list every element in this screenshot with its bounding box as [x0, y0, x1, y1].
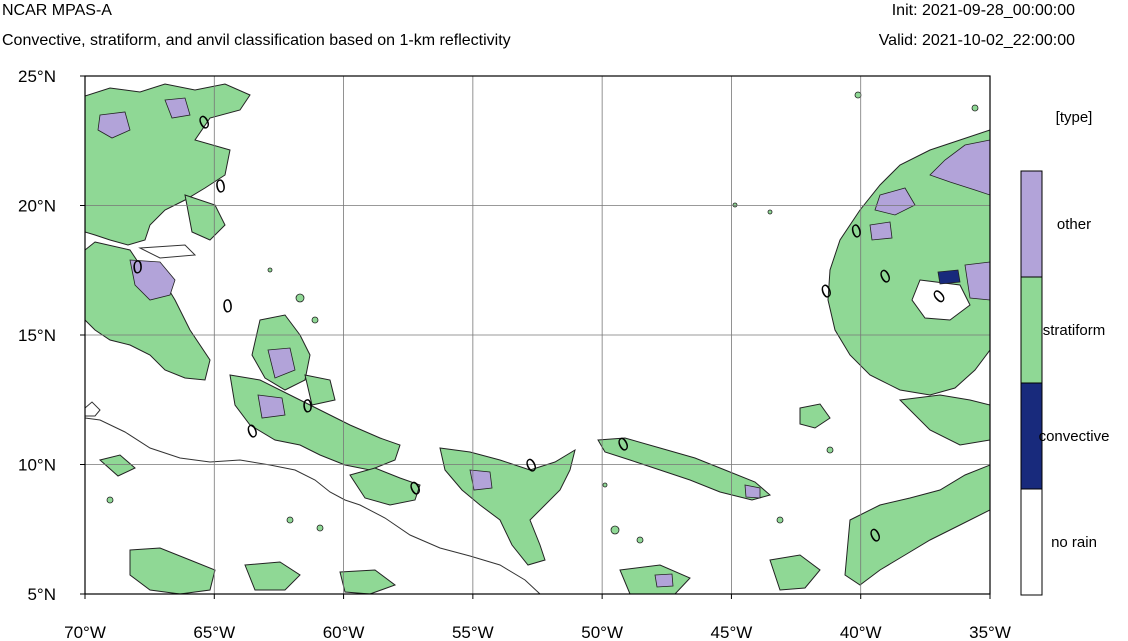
- island-coastline: [85, 401, 101, 417]
- longitude-axis: 70°W 65°W 60°W 55°W 50°W 45°W 40°W 35°W: [64, 594, 1011, 641]
- y-tick-label: 15°N: [18, 326, 56, 345]
- y-tick-label: 20°N: [18, 197, 56, 216]
- legend: [type] other stratiform convective no rain: [1020, 109, 1110, 596]
- southern-fragments: [98, 454, 821, 594]
- legend-label: no rain: [1051, 534, 1097, 551]
- contour-zero-label: 0: [130, 257, 146, 279]
- valid-time: Valid: 2021-10-02_22:00:00: [878, 32, 1075, 49]
- x-tick-label: 35°W: [969, 623, 1011, 641]
- y-tick-label: 10°N: [18, 456, 56, 475]
- x-tick-label: 45°W: [711, 623, 753, 641]
- x-tick-label: 60°W: [323, 623, 365, 641]
- scattered-cells: [106, 91, 979, 544]
- legend-swatch-other: [1020, 170, 1043, 278]
- x-tick-label: 50°W: [581, 623, 623, 641]
- legend-label: stratiform: [1043, 322, 1106, 339]
- init-time: Init: 2021-09-28_00:00:00: [891, 2, 1075, 19]
- x-tick-label: 55°W: [452, 623, 494, 641]
- x-tick-label: 70°W: [64, 623, 106, 641]
- legend-swatch-stratiform: [1020, 276, 1043, 384]
- x-tick-label: 40°W: [840, 623, 882, 641]
- itcz-band: [349, 437, 772, 566]
- legend-swatch-no-rain: [1020, 488, 1043, 596]
- legend-title: [type]: [1056, 109, 1093, 126]
- stratiform-region: [85, 83, 401, 471]
- island-coastline: [138, 244, 197, 259]
- y-tick-label: 5°N: [27, 585, 56, 604]
- x-tick-label: 65°W: [193, 623, 235, 641]
- map-subtitle: Convective, stratiform, and anvil classi…: [2, 32, 511, 49]
- legend-label: other: [1057, 216, 1091, 233]
- legend-label: convective: [1039, 428, 1110, 445]
- latitude-axis: 25°N 20°N 15°N 10°N 5°N: [18, 67, 85, 604]
- precip-fields: [85, 83, 990, 594]
- coastline: [85, 417, 541, 594]
- y-tick-label: 25°N: [18, 67, 56, 86]
- eastern-system: [799, 129, 990, 586]
- map-title: NCAR MPAS-A: [2, 2, 112, 19]
